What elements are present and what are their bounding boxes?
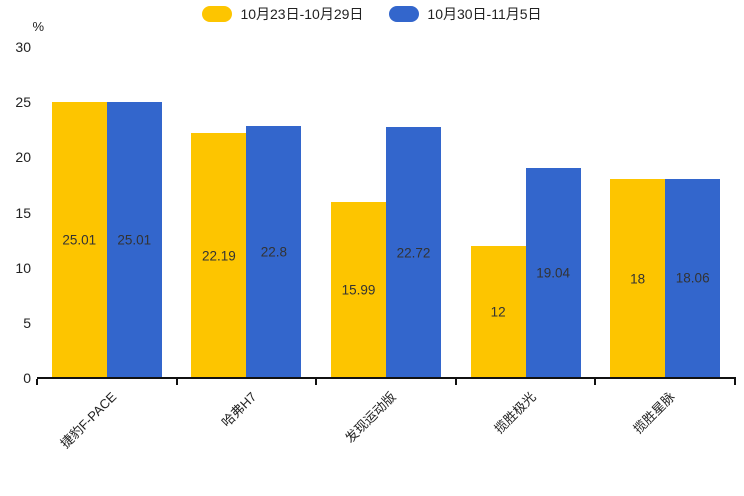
legend: 10月23日-10月29日 10月30日-11月5日 [0, 6, 744, 22]
y-tick-label: 0 [23, 370, 31, 386]
bar-series2-捷豹F-PACE: 25.01 [106, 102, 162, 378]
x-tick-mark [315, 379, 318, 385]
legend-swatch-icon [389, 6, 420, 22]
bar-series1-揽胜极光: 12 [470, 245, 526, 378]
x-axis-line [37, 377, 736, 379]
bar-series1-捷豹F-PACE: 25.01 [51, 102, 107, 378]
x-tick-mark [594, 379, 597, 385]
x-tick-mark [36, 379, 38, 385]
y-tick-label: 20 [15, 149, 31, 166]
x-axis-label: 捷豹F-PACE [57, 389, 120, 452]
x-axis-label: 发现运动版 [342, 389, 399, 446]
bar-value-label: 18.06 [675, 270, 710, 286]
bar-value-label: 25.01 [117, 232, 152, 248]
y-tick-label: 15 [15, 204, 31, 221]
bar-series1-发现运动版: 15.99 [331, 201, 386, 378]
y-tick-label: 5 [23, 314, 31, 331]
legend-item-label: 10月30日-11月5日 [427, 6, 542, 22]
x-axis-label: 哈弗H7 [218, 389, 260, 430]
legend-item-label: 10月23日-10月29日 [240, 6, 364, 22]
bar-value-label: 18 [630, 271, 646, 287]
bar-value-label: 25.01 [62, 232, 97, 248]
bar-value-label: 22.8 [260, 244, 288, 260]
bar-series2-哈弗H7: 22.8 [246, 126, 302, 378]
bar-series2-发现运动版: 22.72 [386, 127, 441, 378]
bar-value-label: 22.19 [201, 248, 236, 264]
bar-series2-揽胜星脉: 18.06 [665, 178, 721, 378]
x-tick-mark [734, 379, 736, 385]
y-tick-label: 30 [15, 39, 31, 55]
bar-series1-哈弗H7: 22.19 [191, 133, 247, 378]
bar-value-label: 12 [490, 304, 506, 320]
bar-series1-揽胜星脉: 18 [610, 179, 666, 378]
bar-value-label: 22.72 [396, 245, 431, 261]
y-axis-unit-label: % [32, 19, 44, 34]
legend-swatch-icon [202, 6, 233, 22]
x-axis-label: 揽胜极光 [490, 389, 539, 437]
y-tick-label: 10 [15, 259, 31, 276]
legend-item-2[interactable]: 10月30日-11月5日 [389, 6, 542, 22]
bar-value-label: 19.04 [536, 265, 570, 281]
legend-item-1[interactable]: 10月23日-10月29日 [202, 6, 363, 22]
plot-area: 25.01 25.01 22.19 22.8 15.99 22.72 12 19.04 18 18… [37, 47, 735, 378]
bar-series2-揽胜极光: 19.04 [525, 167, 581, 378]
x-tick-mark [175, 379, 178, 385]
x-tick-mark [454, 379, 457, 385]
x-axis-label: 揽胜星脉 [630, 389, 678, 437]
y-tick-label: 25 [15, 94, 31, 111]
bar-value-label: 15.99 [341, 282, 376, 298]
